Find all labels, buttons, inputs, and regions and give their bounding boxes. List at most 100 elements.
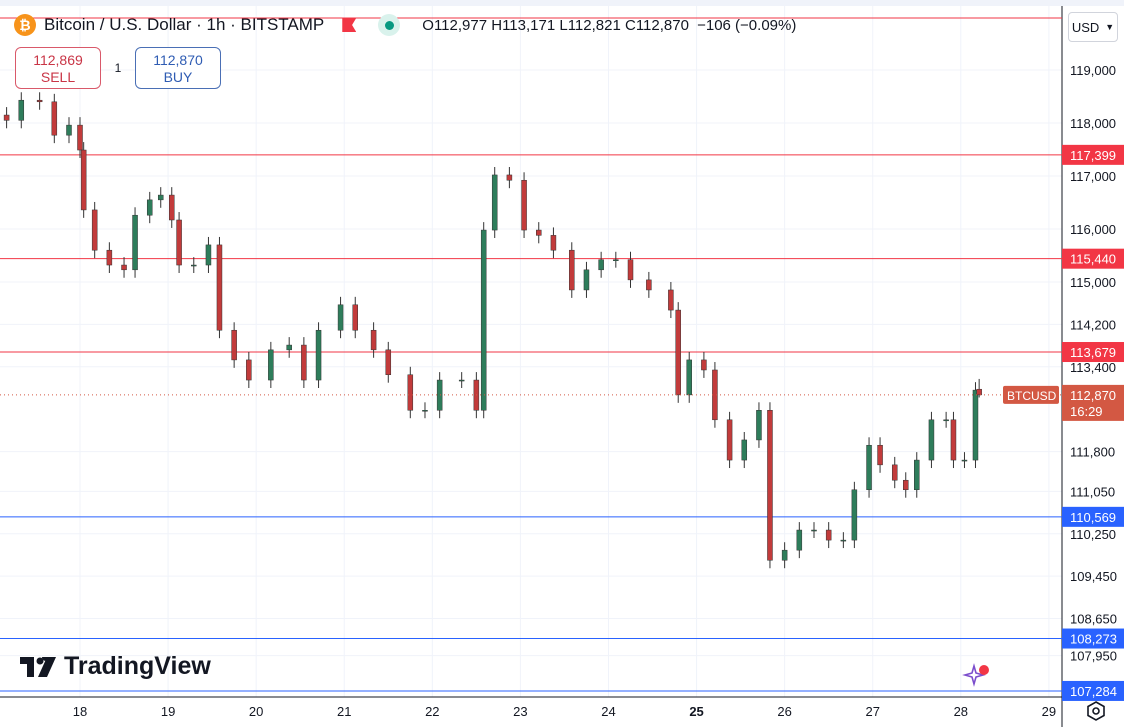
level-price-label: 107,284 xyxy=(1070,684,1117,699)
candle xyxy=(825,522,832,549)
candle xyxy=(914,452,920,498)
sell-button[interactable]: 112,869 SELL xyxy=(15,47,101,89)
candle-body xyxy=(436,379,443,411)
symbol-label: BTCUSD xyxy=(1007,389,1057,403)
candle-body xyxy=(80,149,87,211)
candle-body xyxy=(686,359,692,396)
flag-icon[interactable] xyxy=(342,18,357,32)
candle-body xyxy=(726,419,733,461)
candle xyxy=(613,251,619,268)
candle xyxy=(458,372,465,388)
candle xyxy=(961,452,968,469)
candle xyxy=(972,382,979,469)
y-tick-label: 117,000 xyxy=(1070,169,1116,184)
candle-body xyxy=(928,419,935,461)
candle xyxy=(796,522,803,559)
x-tick-label: 18 xyxy=(73,704,87,719)
candle xyxy=(891,456,898,489)
candle-body xyxy=(646,279,652,291)
candle-body xyxy=(176,219,182,266)
candle-body xyxy=(668,289,674,311)
candle-body xyxy=(132,214,138,271)
candle xyxy=(18,92,25,129)
level-price-label-bg xyxy=(1062,680,1124,701)
candle xyxy=(407,366,414,419)
sparkle-icon[interactable] xyxy=(960,662,994,690)
candle xyxy=(176,212,182,273)
candle-body xyxy=(972,389,979,461)
trade-buttons: 112,869 SELL 1 112,870 BUY xyxy=(15,47,221,89)
y-tick-label: 118,000 xyxy=(1070,116,1116,131)
level-price-label: 113,679 xyxy=(1070,345,1116,360)
candle-body xyxy=(701,359,707,371)
candle-body xyxy=(422,410,428,412)
candle xyxy=(583,261,590,298)
level-price-label-bg xyxy=(1062,144,1124,165)
candle xyxy=(51,93,58,144)
x-tick-label: 22 xyxy=(425,704,439,719)
candle xyxy=(205,236,212,273)
candle-body xyxy=(796,529,803,551)
candle-body xyxy=(583,269,590,291)
candle xyxy=(436,372,443,419)
candle-body xyxy=(301,344,307,381)
quantity[interactable]: 1 xyxy=(114,61,122,75)
candle xyxy=(3,107,10,129)
candle xyxy=(767,402,773,569)
candle xyxy=(146,191,153,224)
gear-icon[interactable] xyxy=(1086,701,1106,721)
currency-selector[interactable]: USD ▼ xyxy=(1068,12,1118,42)
candle-body xyxy=(18,99,25,121)
candle-body xyxy=(627,259,634,281)
candle-body xyxy=(216,244,223,331)
last-price-label-bg xyxy=(1062,384,1124,421)
candle-body xyxy=(458,379,465,382)
candle-body xyxy=(286,344,292,351)
candle-body xyxy=(370,329,377,351)
candle-body xyxy=(106,249,113,266)
candle-body xyxy=(943,419,949,422)
candle xyxy=(976,378,982,398)
y-tick-label: 108,650 xyxy=(1070,612,1117,627)
candle-body xyxy=(521,179,527,231)
level-price-label-bg xyxy=(1062,506,1124,527)
candle-body xyxy=(231,329,237,361)
candle xyxy=(352,296,358,339)
candle-body xyxy=(675,309,681,396)
x-tick-label: 27 xyxy=(865,704,879,719)
candle-body xyxy=(337,304,344,331)
candle xyxy=(521,172,527,239)
candle-body xyxy=(157,194,164,201)
level-price-label-bg xyxy=(1062,248,1124,269)
candle xyxy=(840,532,847,549)
candle xyxy=(877,437,883,473)
buy-button[interactable]: 112,870 BUY xyxy=(135,47,221,89)
candle-body xyxy=(840,539,847,542)
candle-body xyxy=(480,229,487,411)
candle-body xyxy=(741,439,748,461)
level-price-label-bg xyxy=(1062,342,1124,363)
tradingview-logo[interactable]: TradingView xyxy=(20,652,211,681)
candle xyxy=(701,351,707,378)
candle-body xyxy=(598,259,604,271)
candle xyxy=(550,227,557,259)
y-tick-label: 115,000 xyxy=(1070,275,1116,290)
candle-body xyxy=(77,124,83,151)
candle-body xyxy=(613,259,619,261)
candle-body xyxy=(866,444,872,491)
candle xyxy=(903,472,909,498)
last-price-label: 112,870 xyxy=(1070,388,1116,403)
candle-body xyxy=(891,464,898,481)
candle xyxy=(811,522,817,538)
candle xyxy=(216,236,223,339)
symbol-title[interactable]: Bitcoin / U.S. Dollar · 1h · BITSTAMP xyxy=(44,15,325,34)
candle xyxy=(169,187,175,228)
candle xyxy=(668,282,674,319)
y-tick-label: 113,400 xyxy=(1070,360,1116,375)
y-tick-label: 109,450 xyxy=(1070,569,1117,584)
candle xyxy=(106,242,113,273)
candle xyxy=(268,341,274,388)
candle xyxy=(627,251,634,288)
x-tick-label: 25 xyxy=(689,704,703,719)
